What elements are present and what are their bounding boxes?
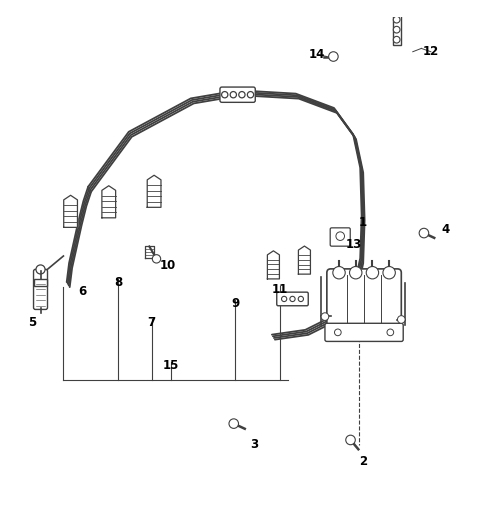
Text: 14: 14 — [309, 48, 325, 61]
Bar — [34, 279, 48, 286]
Circle shape — [36, 265, 45, 274]
Text: 13: 13 — [346, 238, 362, 250]
Text: 1: 1 — [359, 216, 367, 229]
Polygon shape — [144, 246, 154, 259]
Text: 9: 9 — [231, 297, 240, 310]
Circle shape — [333, 267, 345, 279]
Circle shape — [346, 435, 355, 445]
Text: 6: 6 — [78, 285, 87, 298]
FancyBboxPatch shape — [277, 292, 308, 306]
Circle shape — [239, 92, 245, 98]
Text: 5: 5 — [28, 316, 36, 329]
Polygon shape — [147, 175, 161, 207]
Text: 3: 3 — [250, 438, 258, 451]
Circle shape — [247, 92, 253, 98]
Text: 15: 15 — [163, 359, 179, 372]
Circle shape — [349, 267, 362, 279]
Text: 2: 2 — [359, 455, 367, 467]
Circle shape — [281, 296, 287, 302]
Circle shape — [393, 36, 400, 43]
Circle shape — [298, 296, 303, 302]
Text: 4: 4 — [441, 223, 449, 236]
Circle shape — [222, 92, 228, 98]
Circle shape — [229, 419, 239, 429]
FancyBboxPatch shape — [220, 87, 255, 102]
Circle shape — [321, 313, 329, 321]
Polygon shape — [299, 246, 311, 274]
Text: 11: 11 — [272, 283, 288, 296]
Text: 10: 10 — [159, 259, 176, 272]
FancyBboxPatch shape — [34, 269, 48, 309]
Polygon shape — [64, 195, 77, 227]
Circle shape — [329, 52, 338, 61]
FancyBboxPatch shape — [327, 269, 401, 329]
Circle shape — [383, 267, 396, 279]
FancyBboxPatch shape — [330, 228, 350, 246]
Bar — [393, 9, 401, 45]
Text: 12: 12 — [423, 45, 439, 58]
Circle shape — [419, 228, 429, 238]
Circle shape — [336, 232, 345, 241]
Circle shape — [393, 26, 400, 33]
Circle shape — [152, 254, 161, 263]
Circle shape — [290, 296, 295, 302]
FancyBboxPatch shape — [325, 323, 403, 342]
Text: 8: 8 — [114, 276, 122, 289]
Circle shape — [366, 267, 379, 279]
Polygon shape — [102, 186, 116, 218]
Circle shape — [230, 92, 237, 98]
Polygon shape — [267, 251, 279, 279]
Circle shape — [387, 329, 394, 336]
Bar — [390, 8, 403, 14]
Circle shape — [393, 16, 400, 23]
Circle shape — [335, 329, 341, 336]
Text: 7: 7 — [148, 316, 156, 329]
Circle shape — [397, 316, 405, 323]
